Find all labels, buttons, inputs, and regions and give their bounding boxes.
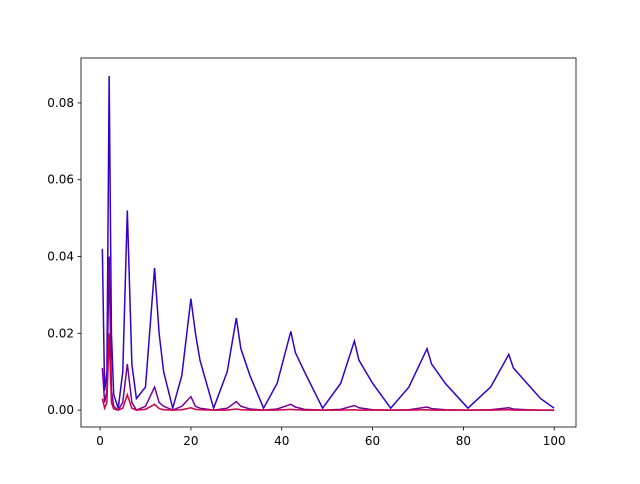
y-tick-label: 0.04 — [47, 250, 74, 264]
x-tick-label: 60 — [365, 434, 380, 448]
x-tick-label: 80 — [456, 434, 471, 448]
series-line — [101, 76, 555, 412]
y-tick-label: 0.02 — [47, 326, 74, 340]
x-tick-label: 0 — [96, 434, 104, 448]
x-tick-label: 20 — [183, 434, 198, 448]
x-tick-label: 40 — [274, 434, 289, 448]
y-tick-label: 0.08 — [47, 96, 74, 110]
series-line — [101, 256, 555, 412]
x-tick-label: 100 — [543, 434, 566, 448]
y-tick-label: 0.06 — [47, 173, 74, 187]
plot-frame — [80, 57, 577, 428]
series-line — [101, 333, 555, 411]
y-tick-label: 0.00 — [47, 403, 74, 417]
